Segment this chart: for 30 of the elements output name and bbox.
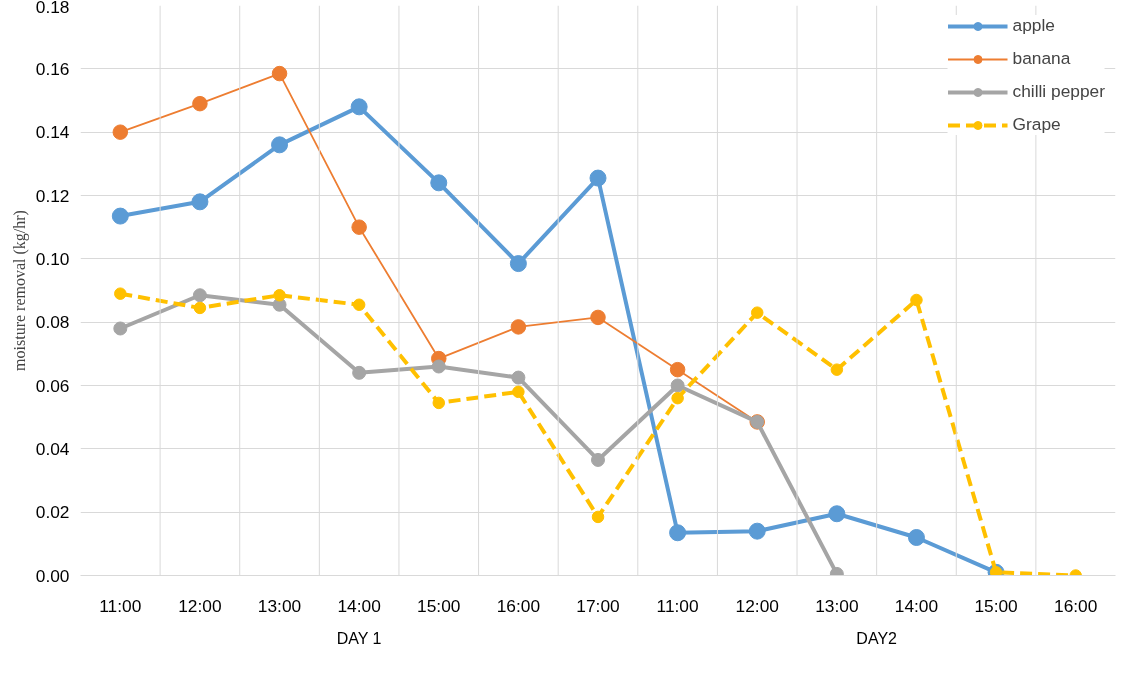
x-tick-label: 12:00 bbox=[178, 595, 222, 616]
x-tick-label: 13:00 bbox=[815, 595, 859, 616]
y-tick-label: 0.14 bbox=[35, 122, 70, 143]
y-axis-title: moisture removal (kg/hr) bbox=[10, 210, 29, 371]
x-tick-label: 11:00 bbox=[99, 595, 142, 616]
x-tick-label: 15:00 bbox=[974, 595, 1018, 616]
legend-label: apple bbox=[1012, 15, 1055, 36]
y-tick-label: 0.00 bbox=[35, 565, 70, 586]
text: DAY2 bbox=[856, 629, 898, 647]
x-tick-label: 14:00 bbox=[894, 595, 939, 616]
y-tick-label: 0.12 bbox=[35, 185, 70, 206]
legend-label: Grape bbox=[1012, 114, 1061, 135]
legend-label: chilli pepper bbox=[1012, 81, 1105, 102]
y-tick-label: 0.06 bbox=[35, 375, 70, 396]
x-tick-label: 14:00 bbox=[337, 595, 381, 616]
x-tick-label: 16:00 bbox=[496, 595, 541, 616]
y-tick-label: 0.04 bbox=[35, 438, 70, 459]
x-tick-label: 15:00 bbox=[417, 595, 461, 616]
y-tick-label: 0.02 bbox=[35, 502, 70, 523]
text: DAY 1 bbox=[336, 629, 382, 647]
x-tick-label: 16:00 bbox=[1054, 595, 1098, 616]
x-tick-label: 11:00 bbox=[656, 595, 699, 616]
x-tick-label: 12:00 bbox=[735, 595, 779, 616]
x-tick-label: 17:00 bbox=[576, 595, 620, 616]
y-tick-label: 0.16 bbox=[35, 58, 70, 79]
legend-label: banana bbox=[1012, 48, 1071, 69]
x-tick-label: 13:00 bbox=[257, 595, 302, 616]
y-tick-label: 0.10 bbox=[35, 248, 70, 269]
y-tick-label: 0.08 bbox=[35, 312, 70, 333]
y-tick-label: 0.18 bbox=[35, 0, 70, 17]
